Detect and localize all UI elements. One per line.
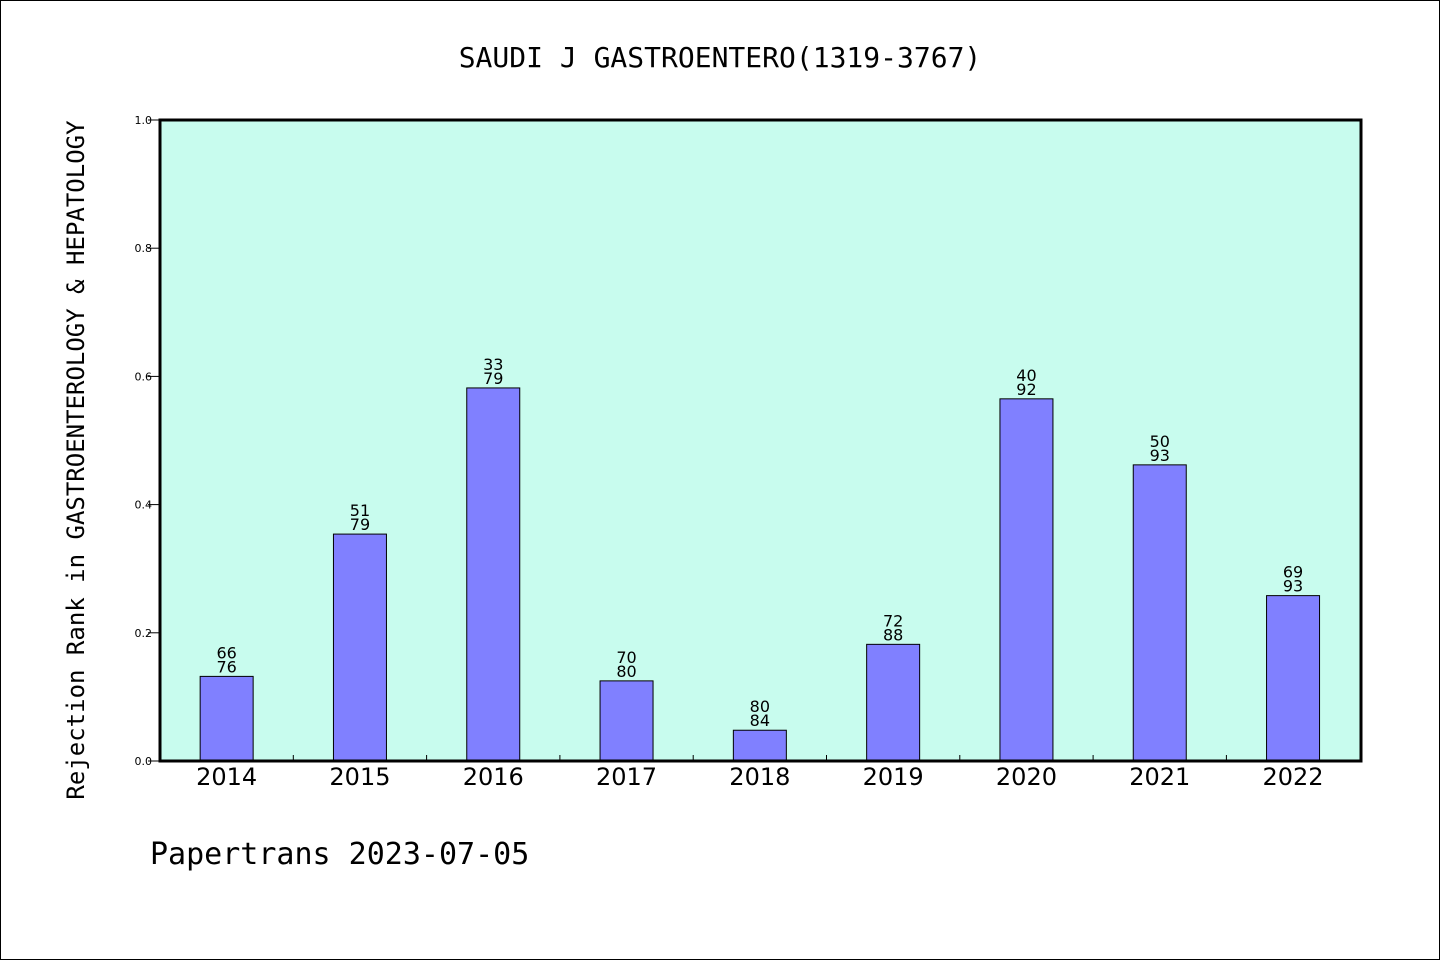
x-tick-label: 2017 [596,763,657,791]
bar-label-bottom: 84 [750,711,770,730]
chart-title: SAUDI J GASTROENTERO(1319-3767) [459,41,982,74]
bars-group [199,387,1321,762]
bar-label-top: 51 [350,501,370,520]
bar-label-bottom: 79 [350,515,370,534]
bar-2021 [1132,464,1187,762]
x-axis-ticks: 2014 2015 2016 2017 2018 2019 2020 2021 2022 [196,755,1324,791]
bar-label-top: 33 [483,355,503,374]
x-tick-label: 2018 [729,763,790,791]
bar-label-top: 69 [1283,563,1303,582]
bar-label-bottom: 93 [1283,577,1303,596]
bar-2018 [732,729,787,762]
bar-2015 [332,533,387,762]
x-tick-label: 2022 [1263,763,1324,791]
bar-label-bottom: 80 [616,662,636,681]
bar-label-top: 50 [1150,432,1170,451]
y-tick-label: 1.0 [135,114,153,127]
bar-label-top: 80 [750,697,770,716]
bar-label-top: 40 [1016,366,1036,385]
bar-label-top: 70 [616,648,636,667]
footer-credit: Papertrans 2023-07-05 [150,837,529,872]
y-axis-ticks: 0.0 0.2 0.4 0.6 0.8 1.0 [135,114,160,768]
y-tick-label: 0.4 [135,499,153,512]
bar-2016 [466,387,521,762]
bar-2017 [599,680,654,762]
y-axis-label: Rejection Rank in GASTROENTEROLOGY & HEP… [62,120,90,800]
x-tick-label: 2016 [463,763,524,791]
bar-2019 [866,643,921,762]
bar-2022 [1266,595,1321,762]
y-tick-label: 0.0 [135,755,153,768]
y-tick-label: 0.8 [135,242,153,255]
bar-label-bottom: 79 [483,369,503,388]
bar-label-top: 66 [216,643,236,662]
y-tick-label: 0.2 [135,627,153,640]
bar-2014 [199,675,254,762]
bar-label-bottom: 92 [1016,380,1036,399]
bar-label-bottom: 93 [1150,446,1170,465]
x-tick-label: 2021 [1129,763,1190,791]
x-tick-label: 2020 [996,763,1057,791]
x-tick-label: 2015 [329,763,390,791]
y-tick-label: 0.6 [135,370,153,383]
x-tick-label: 2019 [863,763,924,791]
bar-2020 [999,398,1054,762]
bar-label-bottom: 88 [883,625,903,644]
x-tick-label: 2014 [196,763,257,791]
bar-label-top: 72 [883,611,903,630]
plot-border [158,118,1363,763]
bar-label-bottom: 76 [216,657,236,676]
